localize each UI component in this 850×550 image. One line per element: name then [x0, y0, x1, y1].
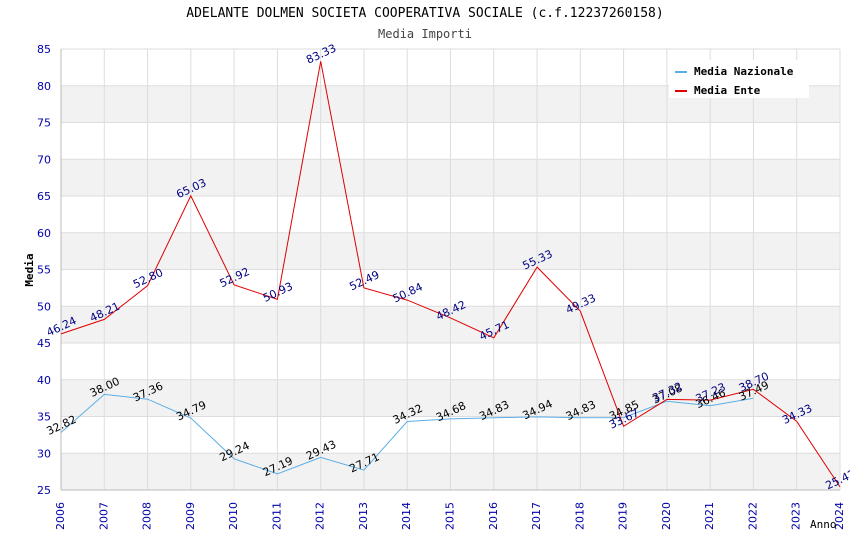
- y-tick-label: 35: [37, 411, 51, 424]
- x-tick-label: 2016: [487, 502, 500, 530]
- y-tick-label: 75: [37, 117, 51, 130]
- y-tick-label: 55: [37, 264, 51, 277]
- chart-subtitle: Media Importi: [378, 27, 472, 41]
- y-tick-label: 30: [37, 447, 51, 460]
- legend-label-media-nazionale: Media Nazionale: [694, 65, 794, 78]
- x-tick-label: 2023: [790, 502, 803, 530]
- x-tick-label: 2018: [573, 502, 586, 530]
- legend: Media Nazionale Media Ente: [669, 60, 809, 98]
- x-tick-label: 2021: [703, 502, 716, 530]
- x-tick-label: 2011: [270, 502, 283, 530]
- legend-label-media-ente: Media Ente: [694, 84, 761, 97]
- x-tick-label: 2013: [357, 502, 370, 530]
- x-tick-label: 2019: [617, 502, 630, 530]
- y-tick-label: 25: [37, 484, 51, 497]
- series-line-media-nazionale: [60, 393, 754, 475]
- y-tick-label: 65: [37, 190, 51, 203]
- y-tick-label: 60: [37, 227, 51, 240]
- x-tick-label: 2007: [97, 502, 110, 530]
- x-tick-label: 2010: [227, 502, 240, 530]
- y-tick-label: 80: [37, 80, 51, 93]
- y-tick-label: 85: [37, 43, 51, 56]
- x-tick-label: 2008: [141, 502, 154, 530]
- x-tick-label: 2020: [660, 502, 673, 530]
- x-tick-label: 2024: [833, 502, 846, 530]
- x-tick-label: 2009: [184, 502, 197, 530]
- y-tick-label: 50: [37, 300, 51, 313]
- x-tick-label: 2015: [444, 502, 457, 530]
- series-line-media-ente: [60, 61, 841, 488]
- y-tick-label: 70: [37, 153, 51, 166]
- chart-title: ADELANTE DOLMEN SOCIETA COOPERATIVA SOCI…: [186, 6, 664, 21]
- y-tick-label: 45: [37, 337, 51, 350]
- y-axis-label: Media: [23, 253, 36, 286]
- x-tick-label: 2014: [400, 502, 413, 530]
- x-axis-label: Anno: [810, 518, 837, 531]
- x-tick-label: 2022: [746, 502, 759, 530]
- x-tick-label: 2006: [54, 502, 67, 530]
- legend-box: [669, 60, 809, 98]
- x-tick-label: 2017: [530, 502, 543, 530]
- x-tick-label: 2012: [314, 502, 327, 530]
- y-tick-label: 40: [37, 374, 51, 387]
